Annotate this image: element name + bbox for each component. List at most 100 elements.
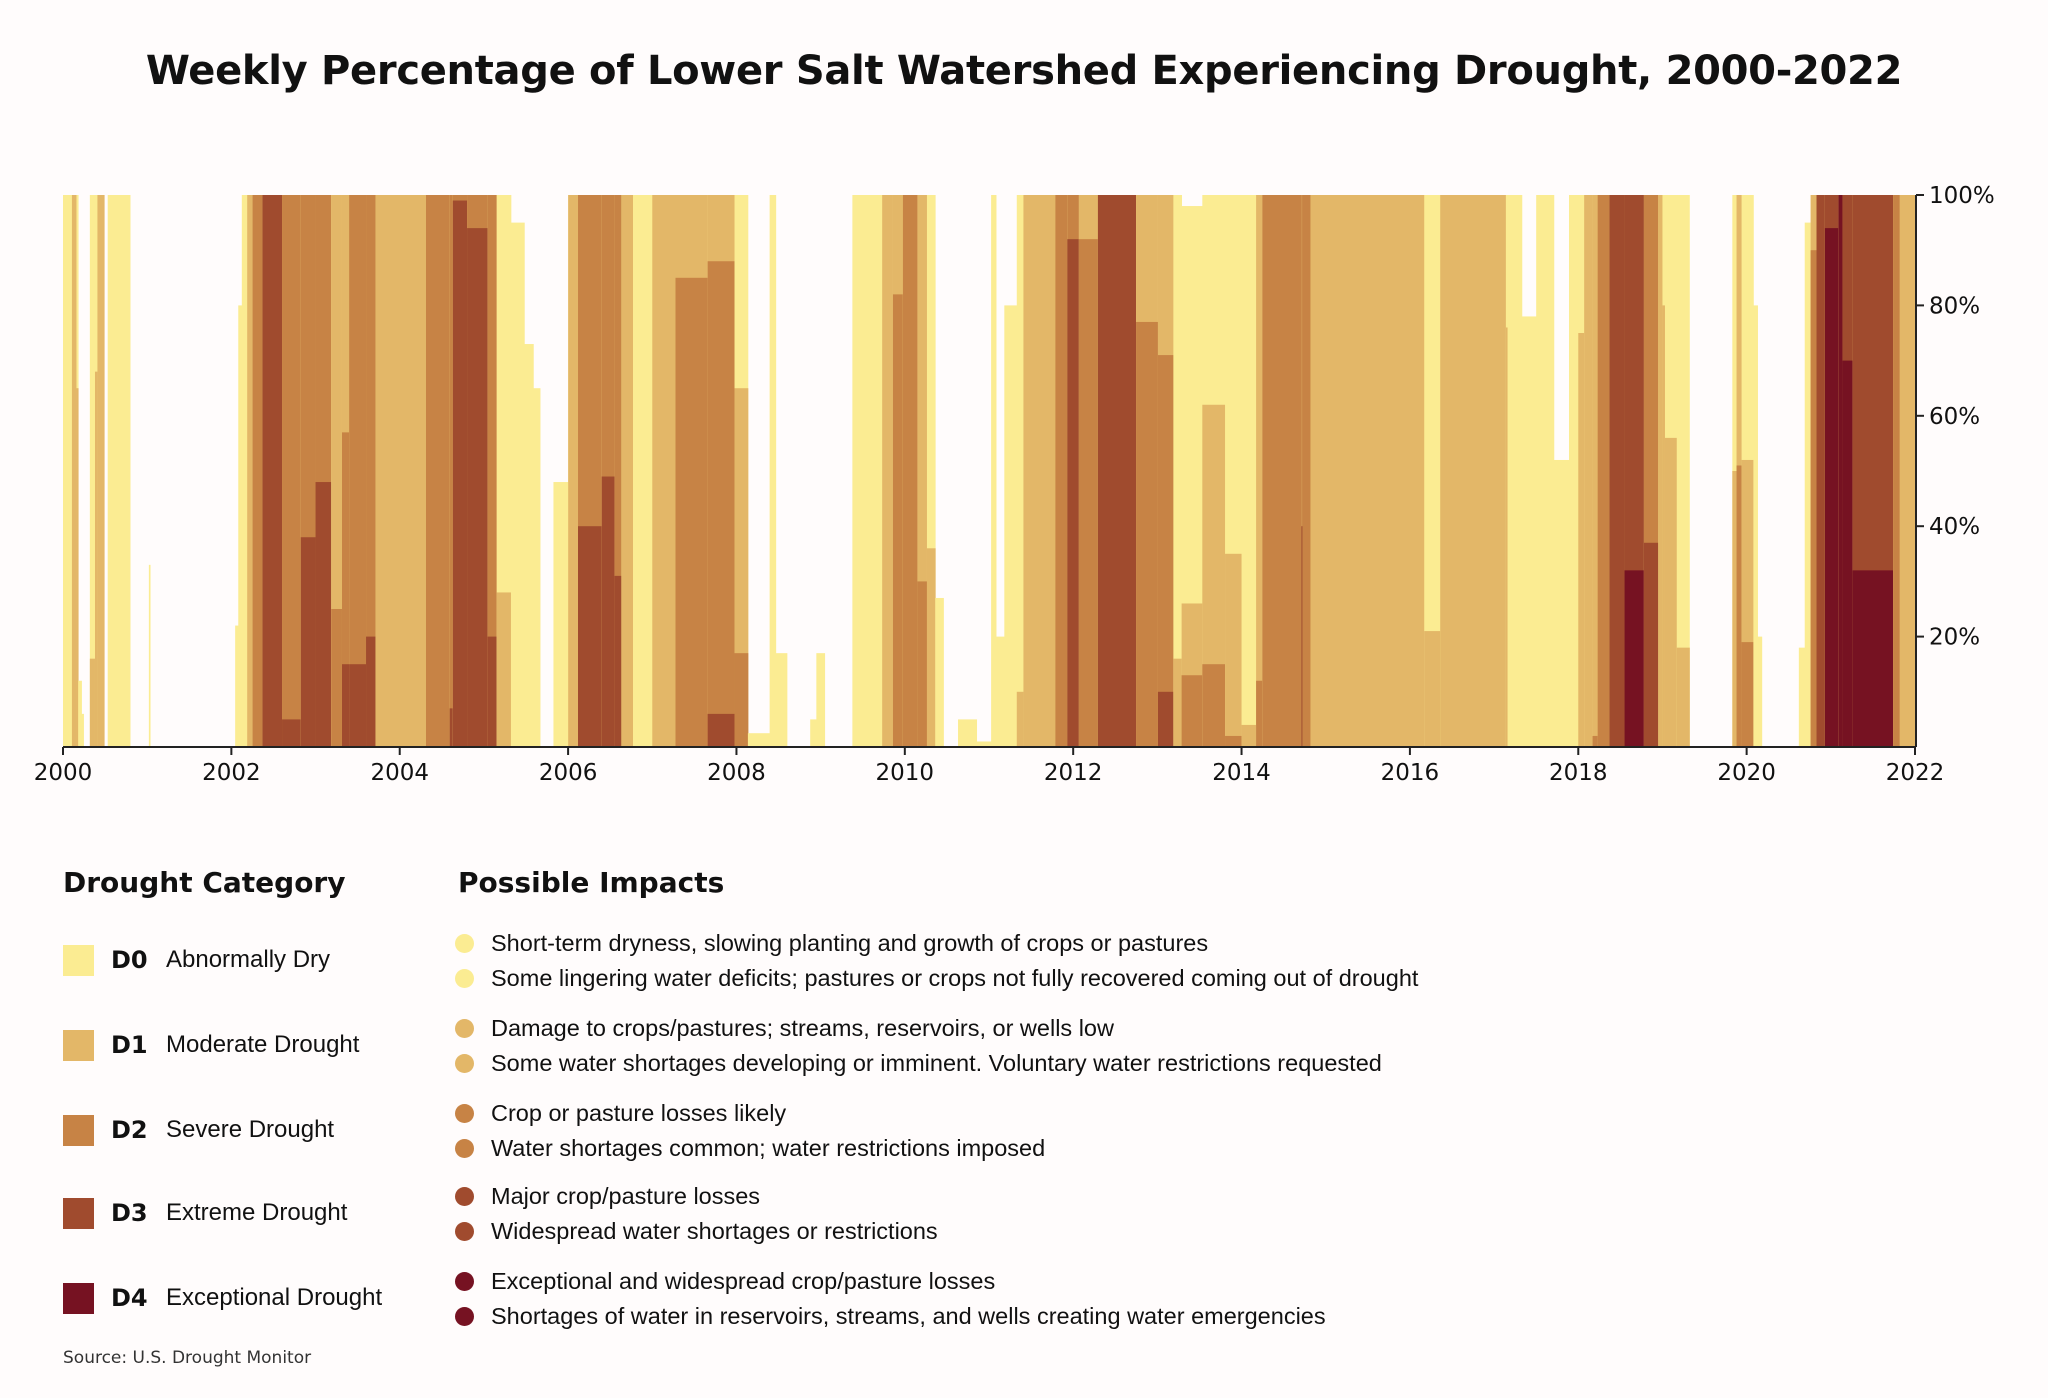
bar-d2 — [252, 195, 263, 747]
category-name: Exceptional Drought — [166, 1284, 383, 1311]
bar-d2 — [1078, 239, 1099, 747]
bar-d0 — [991, 195, 997, 747]
bar-d3 — [349, 664, 367, 747]
bar-d0 — [1804, 222, 1812, 748]
bar-d0 — [769, 195, 777, 747]
impact-item: Exceptional and widespread crop/pasture … — [455, 1266, 995, 1296]
bar-d3 — [282, 719, 302, 747]
bar-d1 — [1310, 195, 1425, 747]
x-tick-label: 2018 — [1549, 760, 1608, 786]
bar-d0 — [1004, 305, 1018, 747]
legend-swatch — [63, 1282, 94, 1314]
legend-swatch — [63, 1114, 94, 1146]
bullet-dot-icon — [455, 1271, 474, 1291]
bar-d0 — [1521, 316, 1537, 747]
bar-d1 — [1676, 647, 1690, 747]
bar-d2 — [1597, 195, 1610, 747]
source-note: Source: U.S. Drought Monitor — [63, 1348, 312, 1368]
bar-d3 — [487, 636, 498, 747]
bar-d1 — [1584, 195, 1593, 747]
impact-item: Widespread water shortages or restrictio… — [455, 1216, 938, 1246]
bar-d3 — [366, 636, 376, 747]
bar-d1 — [89, 658, 96, 747]
bar-d1 — [882, 195, 894, 747]
bar-d2 — [1256, 680, 1263, 747]
impact-item: Major crop/pasture losses — [455, 1181, 760, 1211]
impact-text: Exceptional and widespread crop/pasture … — [491, 1267, 996, 1294]
bar-d4 — [1624, 570, 1645, 747]
bar-d1 — [568, 195, 579, 747]
bar-d3 — [601, 476, 616, 747]
bar-d1 — [926, 548, 936, 747]
bullet-dot-icon — [455, 933, 474, 953]
bar-d1 — [1016, 691, 1024, 747]
bar-d0 — [958, 719, 978, 747]
category-name: Moderate Drought — [166, 1031, 360, 1058]
bar-d1 — [375, 195, 427, 747]
bar-d4 — [1852, 570, 1894, 747]
legend-item-d3: D3 Extreme Drought — [63, 1197, 347, 1229]
bar-d1 — [1658, 195, 1663, 747]
x-tick-label: 2010 — [876, 760, 935, 786]
bar-d0 — [63, 195, 73, 747]
bar-d0 — [810, 719, 817, 747]
bar-d1 — [652, 195, 676, 747]
bar-d1 — [1899, 195, 1916, 747]
bar-d1 — [1173, 658, 1183, 747]
bar-d3 — [1157, 691, 1174, 747]
category-code: D1 — [111, 1031, 148, 1059]
bar-d1 — [1424, 631, 1441, 747]
impact-text: Water shortages common; water restrictio… — [491, 1134, 1046, 1161]
bar-d2 — [614, 195, 622, 747]
category-name: Severe Drought — [166, 1116, 335, 1143]
legend-item-d0: D0 Abnormally Dry — [63, 944, 330, 976]
impact-text: Shortages of water in reservoirs, stream… — [491, 1302, 1326, 1329]
x-tick-label: 2008 — [707, 760, 766, 786]
legend-impacts-title: Possible Impacts — [458, 866, 725, 899]
bar-d2 — [1202, 664, 1226, 747]
impact-text: Widespread water shortages or restrictio… — [491, 1217, 938, 1244]
category-code: D0 — [111, 946, 148, 974]
bar-d1 — [1241, 724, 1257, 747]
bar-d1 — [1225, 553, 1242, 747]
legend-item-d4: D4 Exceptional Drought — [63, 1282, 382, 1314]
legend-swatch — [63, 1029, 94, 1061]
bullet-dot-icon — [455, 1103, 474, 1123]
bar-d1 — [1023, 195, 1056, 747]
category-code: D4 — [111, 1284, 148, 1312]
bar-d1 — [1662, 305, 1666, 747]
bar-d3 — [452, 200, 468, 747]
bar-d1 — [331, 195, 343, 747]
bar-d0 — [1016, 195, 1024, 747]
bar-d2 — [449, 195, 454, 747]
bar-d2 — [1301, 195, 1303, 747]
bar-d2 — [1055, 195, 1068, 747]
bar-d0 — [852, 195, 883, 747]
impact-text: Some water shortages developing or immin… — [491, 1049, 1382, 1076]
bar-d1 — [1440, 195, 1507, 747]
legend-swatch — [63, 1197, 94, 1229]
bar-d0 — [1507, 195, 1523, 747]
bar-d0 — [632, 195, 653, 747]
x-tick-label: 2000 — [34, 760, 93, 786]
y-tick-label: 40% — [1929, 514, 1980, 540]
impact-text: Some lingering water deficits; pastures … — [491, 964, 1419, 991]
bar-d1 — [1592, 195, 1599, 747]
bar-d2 — [487, 195, 498, 747]
bar-d1 — [1732, 471, 1737, 747]
x-tick-label: 2012 — [1044, 760, 1103, 786]
bar-d0 — [235, 625, 239, 747]
impact-item: Some water shortages developing or immin… — [455, 1048, 1382, 1078]
bullet-dot-icon — [455, 1306, 474, 1326]
bar-d3 — [1816, 195, 1826, 747]
bar-d1 — [1664, 437, 1678, 747]
chart-title: Weekly Percentage of Lower Salt Watershe… — [145, 48, 1903, 94]
bar-d0 — [89, 195, 96, 747]
bar-d0 — [553, 482, 569, 747]
bar-d1 — [496, 592, 512, 747]
bar-d0 — [1424, 195, 1441, 747]
bar-d3 — [341, 664, 350, 747]
impact-item: Damage to crops/pastures; streams, reser… — [455, 1013, 1114, 1043]
bullet-dot-icon — [455, 968, 474, 988]
bar-d0 — [1569, 195, 1579, 747]
